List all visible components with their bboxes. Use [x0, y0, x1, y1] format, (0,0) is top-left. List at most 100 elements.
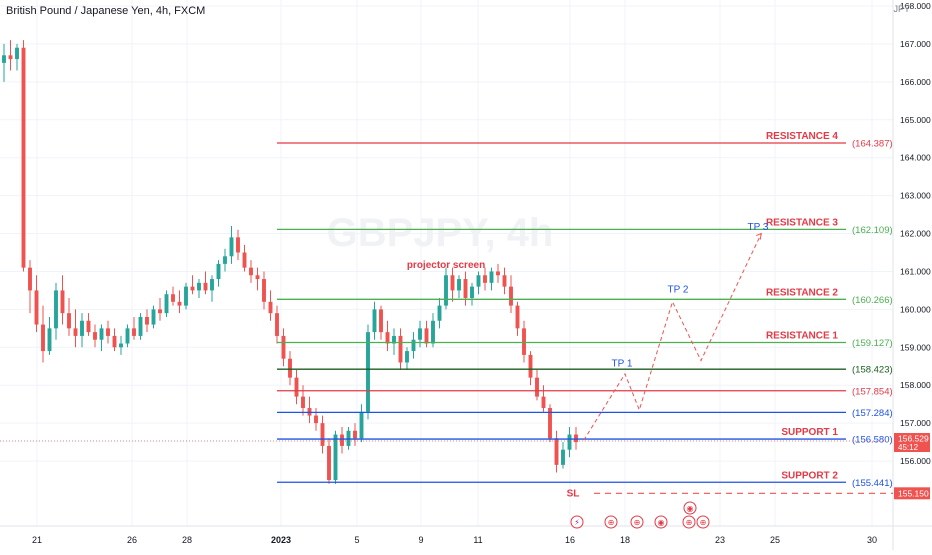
- candle-body: [301, 396, 305, 408]
- candle-body: [333, 434, 338, 481]
- time-tick-label: 9: [418, 535, 423, 545]
- chart-title: British Pound / Japanese Yen, 4h, FXCM: [6, 5, 206, 17]
- candle-body: [242, 252, 247, 268]
- uk-flag-event-icon: [604, 515, 618, 529]
- candle-body: [73, 328, 78, 336]
- price-tick-label: 158.000: [900, 380, 931, 390]
- candle-body: [223, 256, 227, 264]
- current-price-value: 156.529: [898, 434, 929, 444]
- candle-body: [385, 332, 390, 344]
- candle-body: [567, 434, 572, 450]
- annotation-label: projector screen: [407, 260, 485, 271]
- price-tick-label: 166.000: [900, 77, 931, 87]
- candle-body: [405, 351, 409, 363]
- stop-loss-price-box: [894, 487, 930, 500]
- currency-label: JPY: [893, 4, 910, 14]
- target-event-icon: [654, 515, 668, 529]
- candle-body: [353, 430, 357, 439]
- time-tick-label: 2023: [271, 535, 291, 545]
- candle-body: [145, 316, 149, 325]
- level-value: (164.387): [852, 139, 893, 150]
- candle-body: [457, 279, 461, 291]
- candle-body: [47, 328, 52, 352]
- candle-body: [314, 415, 318, 424]
- candle-body: [450, 275, 455, 291]
- candle-body: [99, 328, 104, 340]
- candle-body: [502, 275, 507, 287]
- candle-body: [320, 423, 325, 446]
- candle-body: [281, 335, 286, 359]
- candle-body: [340, 434, 344, 446]
- uk-flag-event-icon-glyph: ⊕: [608, 518, 615, 527]
- candle-body: [548, 407, 552, 439]
- candle-body: [489, 271, 494, 283]
- candle-body: [2, 55, 6, 63]
- candle-body: [424, 328, 429, 344]
- current-price-countdown: 45:12: [898, 443, 919, 452]
- level-name: SUPPORT 2: [781, 470, 838, 481]
- level-value: (159.127): [852, 338, 893, 349]
- candle-body: [561, 449, 565, 465]
- level-value: (157.284): [852, 408, 893, 419]
- candle-body: [158, 309, 162, 314]
- candle-body: [476, 275, 481, 287]
- candle-body: [60, 290, 65, 314]
- stop-loss-label: SL: [567, 488, 580, 499]
- candle-body: [398, 335, 403, 363]
- candle-body: [437, 305, 442, 321]
- candle-body: [249, 267, 253, 276]
- price-tick-label: 160.000: [900, 304, 931, 314]
- candle-body: [177, 301, 182, 306]
- candle-body: [184, 286, 188, 306]
- price-tick-label: 167.000: [900, 39, 931, 49]
- uk-flag-event-icon: [630, 515, 644, 529]
- projection-arrow: [756, 232, 762, 240]
- candle-body: [190, 286, 195, 291]
- candle-body: [151, 309, 156, 325]
- candle-body: [515, 305, 520, 329]
- candle-body: [294, 377, 299, 397]
- price-tick-label: 159.000: [900, 342, 931, 352]
- candle-body: [483, 275, 487, 283]
- time-tick-label: 28: [182, 535, 192, 545]
- level-value: (160.266): [852, 295, 893, 306]
- candle-body: [346, 430, 351, 446]
- candle-body: [288, 358, 292, 378]
- candle-body: [262, 279, 266, 302]
- candle-body: [21, 47, 26, 268]
- candle-body: [164, 294, 169, 314]
- target-label: TP 1: [612, 358, 633, 369]
- candle-body: [268, 301, 273, 314]
- candle-body: [171, 294, 175, 302]
- candle-body: [444, 275, 448, 306]
- candle-body: [15, 47, 19, 60]
- candle-body: [379, 309, 383, 333]
- candle-body: [41, 324, 45, 352]
- candle-body: [93, 332, 97, 340]
- candle-body: [197, 282, 201, 291]
- level-value: (156.580): [852, 435, 893, 446]
- time-tick-label: 16: [565, 535, 575, 545]
- watermark: GBPJPY, 4h: [327, 211, 554, 255]
- candle-body: [528, 354, 533, 378]
- price-tick-label: 164.000: [900, 153, 931, 163]
- candle-body: [496, 271, 500, 276]
- level-name: RESISTANCE 1: [766, 330, 838, 341]
- time-tick-label: 23: [715, 535, 725, 545]
- uk-flag-event-icon: [696, 515, 710, 529]
- target-label: TP 3: [748, 222, 769, 233]
- lightning-event-icon-glyph: ⚡: [574, 518, 580, 527]
- time-tick-label: 21: [32, 535, 42, 545]
- target-event-icon: [683, 501, 697, 515]
- candle-body: [216, 263, 221, 280]
- candle-body: [275, 313, 279, 336]
- uk-flag-event-icon-glyph: ⊕: [700, 518, 707, 527]
- candle-body: [86, 320, 91, 333]
- level-name: SUPPORT 1: [781, 427, 838, 438]
- target-label: TP 2: [668, 285, 689, 296]
- level-value: (157.854): [852, 386, 893, 397]
- candle-body: [67, 313, 71, 329]
- candle-body: [574, 434, 578, 443]
